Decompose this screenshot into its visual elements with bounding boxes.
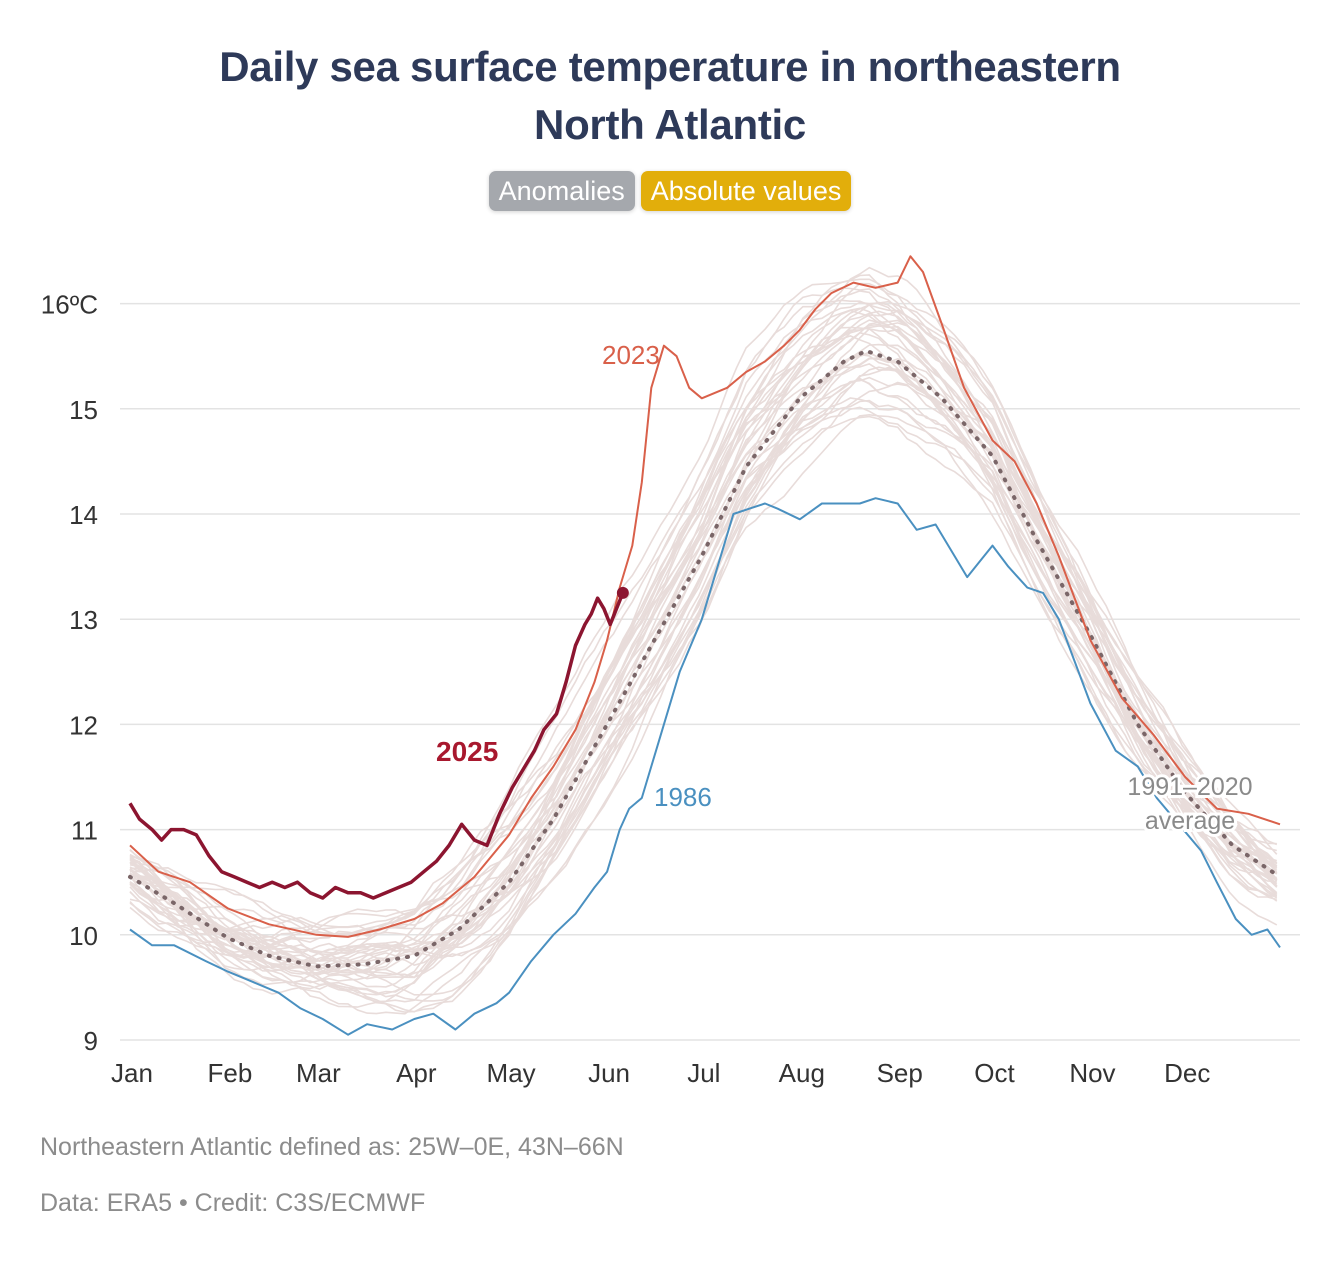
view-toggle-group: Anomalies Absolute values — [0, 171, 1340, 211]
other-year-line — [129, 301, 1277, 955]
y-tick-label: 15 — [69, 395, 98, 425]
other-year-line — [129, 282, 1277, 938]
series-2025-label: 2025 — [436, 736, 498, 767]
x-axis-month-labels: Jan Feb Mar Apr May Jun Jul Aug Sep Oct Nov Dec — [111, 1058, 1210, 1088]
other-year-line — [129, 399, 1278, 978]
series-2025-line — [128, 592, 625, 900]
chart-title-line-2: North Atlantic — [534, 101, 806, 148]
x-tick-label: Apr — [396, 1058, 437, 1088]
chart-title-line-1: Daily sea surface temperature in northea… — [219, 43, 1121, 90]
average-label-halo: average — [1145, 807, 1235, 835]
other-year-line — [129, 377, 1278, 996]
y-tick-label: 16ºC — [41, 290, 98, 320]
region-footnote: Northeastern Atlantic defined as: 25W–0E… — [40, 1133, 624, 1161]
chart-title: Daily sea surface temperature in northea… — [0, 38, 1340, 154]
anomalies-toggle-button[interactable]: Anomalies — [488, 171, 635, 211]
x-tick-label: May — [487, 1058, 536, 1088]
other-year-line — [129, 310, 1278, 932]
y-tick-label: 11 — [71, 816, 98, 846]
x-tick-label: Jun — [588, 1058, 630, 1088]
x-tick-label: Nov — [1069, 1058, 1115, 1088]
other-years-lines — [129, 266, 1278, 1015]
series-1986-line — [129, 497, 1281, 1036]
source-credit: Data: ERA5 • Credit: C3S/ECMWF — [40, 1189, 426, 1217]
average-label-halo: 1991–2020 — [1127, 773, 1252, 801]
other-year-line — [129, 323, 1277, 976]
x-tick-label: Feb — [208, 1058, 253, 1088]
other-year-line — [129, 319, 1278, 976]
other-year-line — [129, 299, 1278, 954]
x-tick-label: Jan — [111, 1058, 153, 1088]
y-tick-label: 14 — [69, 500, 98, 530]
absolute-values-toggle-button[interactable]: Absolute values — [640, 171, 852, 211]
other-year-line — [129, 300, 1278, 941]
series-2025-current-point — [616, 586, 629, 599]
x-tick-label: Aug — [779, 1058, 825, 1088]
other-year-line — [129, 413, 1278, 1015]
other-year-line — [129, 343, 1278, 973]
y-tick-label: 9 — [84, 1026, 98, 1056]
other-year-line — [129, 321, 1278, 936]
y-tick-label: 12 — [69, 710, 98, 740]
series-2023-line — [129, 255, 1281, 938]
average-label: average — [1145, 807, 1235, 835]
other-year-line — [129, 328, 1278, 964]
y-tick-label: 13 — [69, 605, 98, 635]
other-year-line — [129, 278, 1278, 946]
x-tick-label: Sep — [877, 1058, 923, 1088]
x-tick-label: Dec — [1164, 1058, 1210, 1088]
y-tick-label: 10 — [69, 921, 98, 951]
other-year-line — [129, 352, 1278, 982]
series-1986-label: 1986 — [654, 782, 712, 812]
other-year-line — [129, 406, 1278, 1013]
x-tick-label: Mar — [296, 1058, 341, 1088]
x-tick-label: Jul — [687, 1058, 720, 1088]
y-gridlines: 9 10 11 12 13 14 15 16ºC — [41, 290, 1300, 1056]
series-2023-label: 2023 — [602, 340, 660, 370]
other-year-line — [129, 351, 1278, 963]
other-year-line — [129, 366, 1277, 1008]
x-tick-label: Oct — [974, 1058, 1015, 1088]
average-label: 1991–2020 — [1127, 773, 1252, 801]
